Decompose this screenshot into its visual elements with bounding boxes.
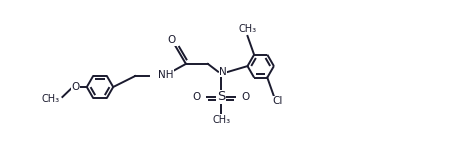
Text: CH₃: CH₃ (238, 24, 256, 34)
Text: O: O (168, 35, 176, 45)
Text: S: S (217, 90, 225, 103)
Text: NH: NH (158, 70, 173, 80)
Text: CH₃: CH₃ (41, 94, 59, 104)
Text: N: N (219, 67, 227, 77)
Text: O: O (192, 92, 201, 102)
Text: Cl: Cl (273, 96, 283, 106)
Text: CH₃: CH₃ (212, 115, 230, 125)
Text: O: O (242, 92, 250, 102)
Text: O: O (72, 82, 80, 91)
